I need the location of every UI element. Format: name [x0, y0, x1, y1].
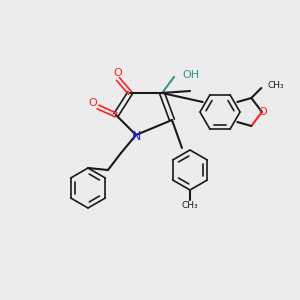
Text: CH₃: CH₃ [267, 82, 284, 91]
Text: O: O [88, 98, 98, 108]
Text: CH₃: CH₃ [182, 200, 198, 209]
Text: O: O [259, 107, 267, 117]
Text: N: N [131, 130, 141, 142]
Text: O: O [114, 68, 122, 78]
Text: OH: OH [182, 70, 199, 80]
